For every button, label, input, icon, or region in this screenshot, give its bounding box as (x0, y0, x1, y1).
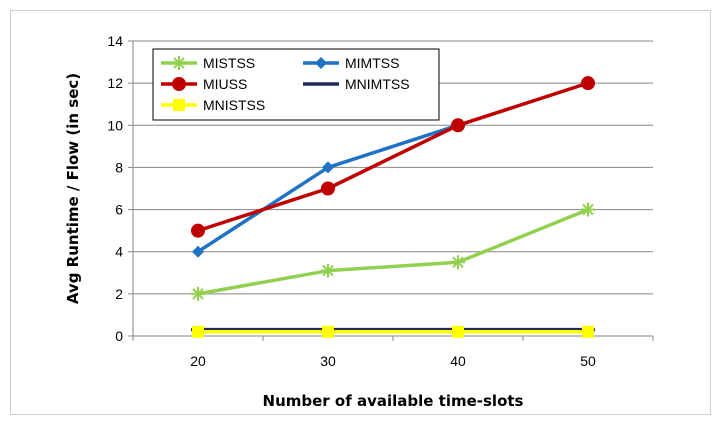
y-tick-label: 0 (115, 328, 123, 344)
x-tick-label: 30 (320, 353, 336, 369)
data-point-mimtss (322, 161, 334, 174)
series-layer (191, 76, 595, 338)
data-point-miuss (581, 76, 595, 91)
data-point-mistss (581, 202, 595, 217)
legend-swatch-marker (173, 99, 185, 111)
legend-swatch-marker (172, 77, 186, 91)
legend-item-mistss: MISTSS (161, 55, 255, 71)
y-tick-label: 14 (107, 33, 123, 49)
legend: MISTSS MIMTSS MIUSS MNIMTSS MNISTSS (152, 48, 440, 121)
legend-item-miuss: MIUSS (161, 76, 247, 92)
legend-label: MNIMTSS (345, 76, 410, 92)
series-mistss (191, 202, 595, 301)
data-point-miuss (321, 181, 335, 196)
legend-label: MIMTSS (345, 55, 399, 71)
legend-item-mnistss: MNISTSS (161, 97, 265, 113)
y-tick-label: 2 (115, 286, 123, 302)
data-point-mimtss (192, 245, 204, 258)
data-point-mnistss (192, 325, 204, 338)
legend-swatch-marker (315, 57, 327, 69)
data-point-mistss (451, 255, 465, 270)
data-point-miuss (451, 118, 465, 133)
y-tick-label: 8 (115, 159, 123, 175)
legend-label: MNISTSS (203, 97, 265, 113)
series-miuss (191, 76, 595, 238)
y-tick-label: 4 (115, 244, 123, 260)
legend-item-mimtss: MIMTSS (303, 55, 399, 71)
legend-box (152, 48, 440, 121)
x-tick-labels: 20 30 40 50 (190, 353, 596, 369)
x-tick-label: 20 (190, 353, 206, 369)
legend-label: MIUSS (203, 76, 247, 92)
series-line-miuss (197, 81, 589, 233)
y-axis-title: Avg Runtime / Flow (in sec) (64, 73, 82, 304)
x-axis-title: Number of available time-slots (263, 392, 524, 410)
data-point-miuss (191, 223, 205, 238)
x-tick-label: 50 (580, 353, 596, 369)
data-point-mnistss (452, 325, 464, 338)
axes (128, 40, 654, 341)
legend-swatch-marker (172, 56, 186, 70)
data-point-mnistss (322, 325, 334, 338)
data-point-mnistss (582, 325, 594, 338)
legend-item-mnimtss: MNIMTSS (303, 76, 410, 92)
y-tick-label: 10 (107, 117, 123, 133)
data-point-mistss (321, 263, 335, 278)
series-mnistss (192, 325, 594, 338)
legend-label: MISTSS (203, 55, 255, 71)
data-point-mistss (191, 286, 205, 301)
y-tick-label: 6 (115, 202, 123, 218)
x-tick-label: 40 (450, 353, 466, 369)
y-tick-label: 12 (107, 75, 123, 91)
y-tick-labels: 0 2 4 6 8 10 12 14 (107, 33, 123, 344)
series-line-mistss (197, 207, 589, 296)
